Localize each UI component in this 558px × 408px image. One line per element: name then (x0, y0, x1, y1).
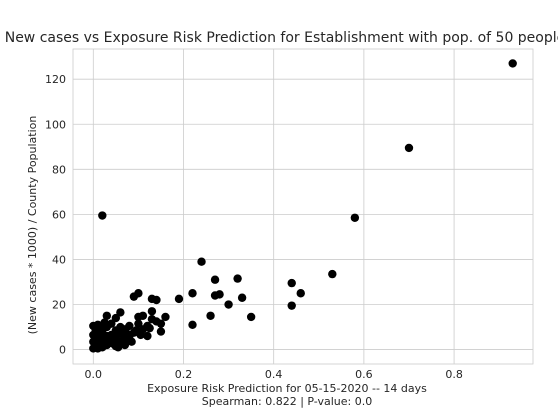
data-point (508, 59, 517, 68)
data-point (404, 143, 414, 153)
data-point (98, 211, 107, 220)
ticks-layer: 0.0 0.2 0.4 0.6 0.8 0 20 40 60 80 100 120 (45, 73, 463, 381)
data-point (89, 337, 98, 346)
data-point (188, 289, 197, 298)
data-point (246, 312, 256, 322)
data-point (113, 343, 123, 352)
data-point (89, 344, 98, 353)
y-tick-label: 0 (59, 344, 66, 357)
data-point (89, 330, 98, 340)
grid-layer (73, 49, 533, 364)
data-point (210, 291, 220, 300)
data-point (147, 294, 157, 304)
y-tick-label: 40 (52, 253, 66, 266)
data-point (111, 313, 121, 323)
y-tick-label: 20 (52, 299, 66, 312)
x-axis-label: Exposure Risk Prediction for 05-15-2020 … (147, 382, 427, 395)
x-tick-label: 0.6 (355, 368, 373, 381)
data-point (116, 308, 125, 317)
data-point (161, 312, 170, 322)
y-tick-label: 60 (52, 208, 66, 221)
x-tick-label: 0.2 (175, 368, 193, 381)
data-point (147, 307, 157, 316)
data-point (296, 289, 305, 298)
y-tick-label: 80 (52, 163, 66, 176)
data-point (328, 269, 337, 279)
data-point (143, 331, 152, 341)
x-axis-sublabel: Spearman: 0.822 | P-value: 0.0 (202, 395, 372, 408)
data-point (233, 274, 242, 283)
x-tick-label: 0.0 (85, 368, 103, 381)
data-point (197, 257, 206, 266)
data-point (156, 327, 166, 336)
y-axis-label: (New cases * 1000) / County Population (26, 116, 39, 335)
data-point (152, 317, 161, 326)
data-point (210, 275, 220, 284)
data-point (145, 323, 154, 333)
data-point (102, 311, 112, 320)
data-point (136, 330, 145, 340)
y-tick-label: 120 (45, 73, 66, 86)
data-point (237, 293, 247, 302)
data-point (127, 337, 136, 346)
data-point (122, 329, 132, 339)
data-point (287, 278, 296, 288)
plot-frame (72, 48, 534, 365)
data-point (206, 311, 215, 320)
data-point (174, 294, 184, 304)
x-tick-label: 0.4 (265, 368, 283, 381)
data-point (188, 320, 197, 329)
points-layer (89, 59, 517, 353)
data-point (224, 300, 233, 309)
y-tick-label: 100 (45, 118, 66, 131)
chart-title: New cases vs Exposure Risk Prediction fo… (5, 30, 558, 46)
data-point (134, 319, 143, 328)
data-point (350, 213, 360, 222)
data-point (287, 301, 296, 310)
x-tick-label: 0.8 (445, 368, 463, 381)
data-point (89, 321, 98, 331)
data-point (134, 312, 143, 322)
data-point (129, 292, 139, 301)
